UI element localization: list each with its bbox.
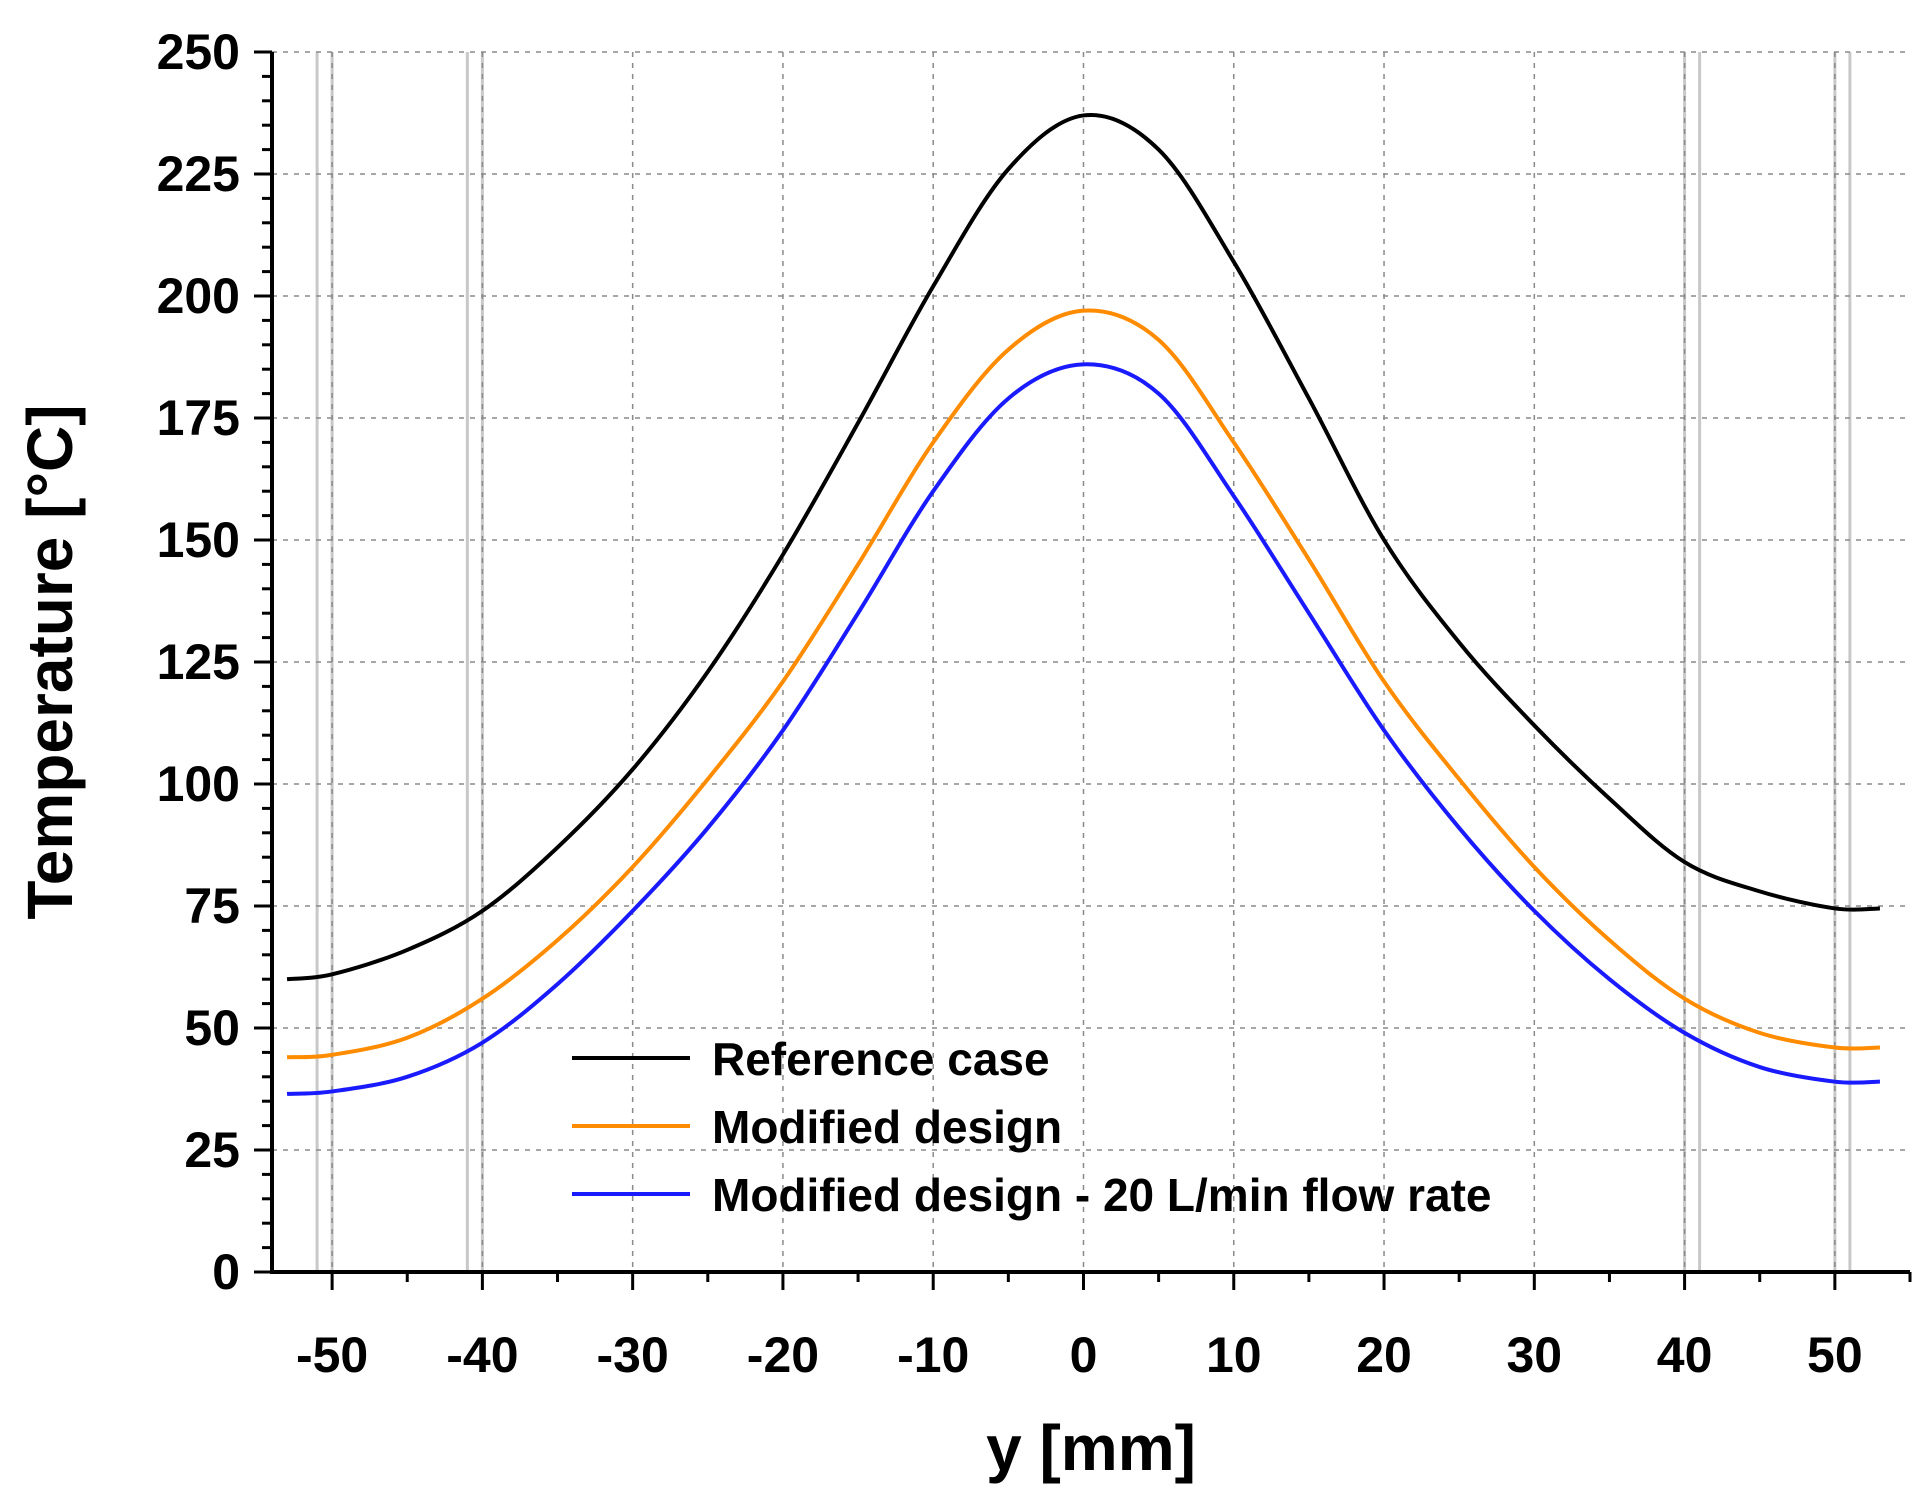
x-tick-label-2: -30	[597, 1327, 669, 1383]
y-tick-label-9: 225	[157, 146, 240, 202]
series-line-0	[286, 112, 1880, 982]
y-tick-label-2: 50	[184, 1000, 240, 1056]
y-tick-label-0: 0	[212, 1244, 240, 1300]
y-tick-label-5: 125	[157, 634, 240, 690]
x-tick-label-3: -20	[747, 1327, 819, 1383]
x-tick-label-10: 50	[1807, 1327, 1863, 1383]
x-tick-label-5: 0	[1070, 1327, 1098, 1383]
y-tick-label-10: 250	[157, 24, 240, 80]
y-tick-label-4: 100	[157, 756, 240, 812]
grid	[272, 51, 1910, 1272]
legend-label-1: Modified design	[712, 1101, 1062, 1153]
x-tick-label-8: 30	[1506, 1327, 1562, 1383]
y-tick-label-3: 75	[184, 878, 240, 934]
y-tick-label-1: 25	[184, 1122, 240, 1178]
axes: -50 -40 -30 -20 -10 0 10 20 30 40 50 0 25 50 75 100 125 1…	[157, 24, 1912, 1383]
x-tick-label-0: -50	[296, 1327, 368, 1383]
x-tick-label-1: -40	[446, 1327, 518, 1383]
legend-label-2: Modified design - 20 L/min flow rate	[712, 1169, 1492, 1221]
x-tick-label-4: -10	[897, 1327, 969, 1383]
x-tick-label-7: 20	[1356, 1327, 1412, 1383]
legend-label-0: Reference case	[712, 1033, 1050, 1085]
x-axis-title: y [mm]	[986, 1412, 1196, 1484]
x-tick-label-9: 40	[1657, 1327, 1713, 1383]
x-tick-label-6: 10	[1206, 1327, 1262, 1383]
y-tick-label-6: 150	[157, 512, 240, 568]
y-tick-label-8: 200	[157, 268, 240, 324]
y-axis-title: Temperature [°C]	[14, 404, 86, 919]
y-tick-label-7: 175	[157, 390, 240, 446]
series-line-2	[286, 362, 1880, 1096]
legend: Reference case Modified design Modified de…	[572, 1033, 1492, 1221]
series-line-1	[286, 308, 1880, 1060]
series-layer	[286, 112, 1880, 1096]
